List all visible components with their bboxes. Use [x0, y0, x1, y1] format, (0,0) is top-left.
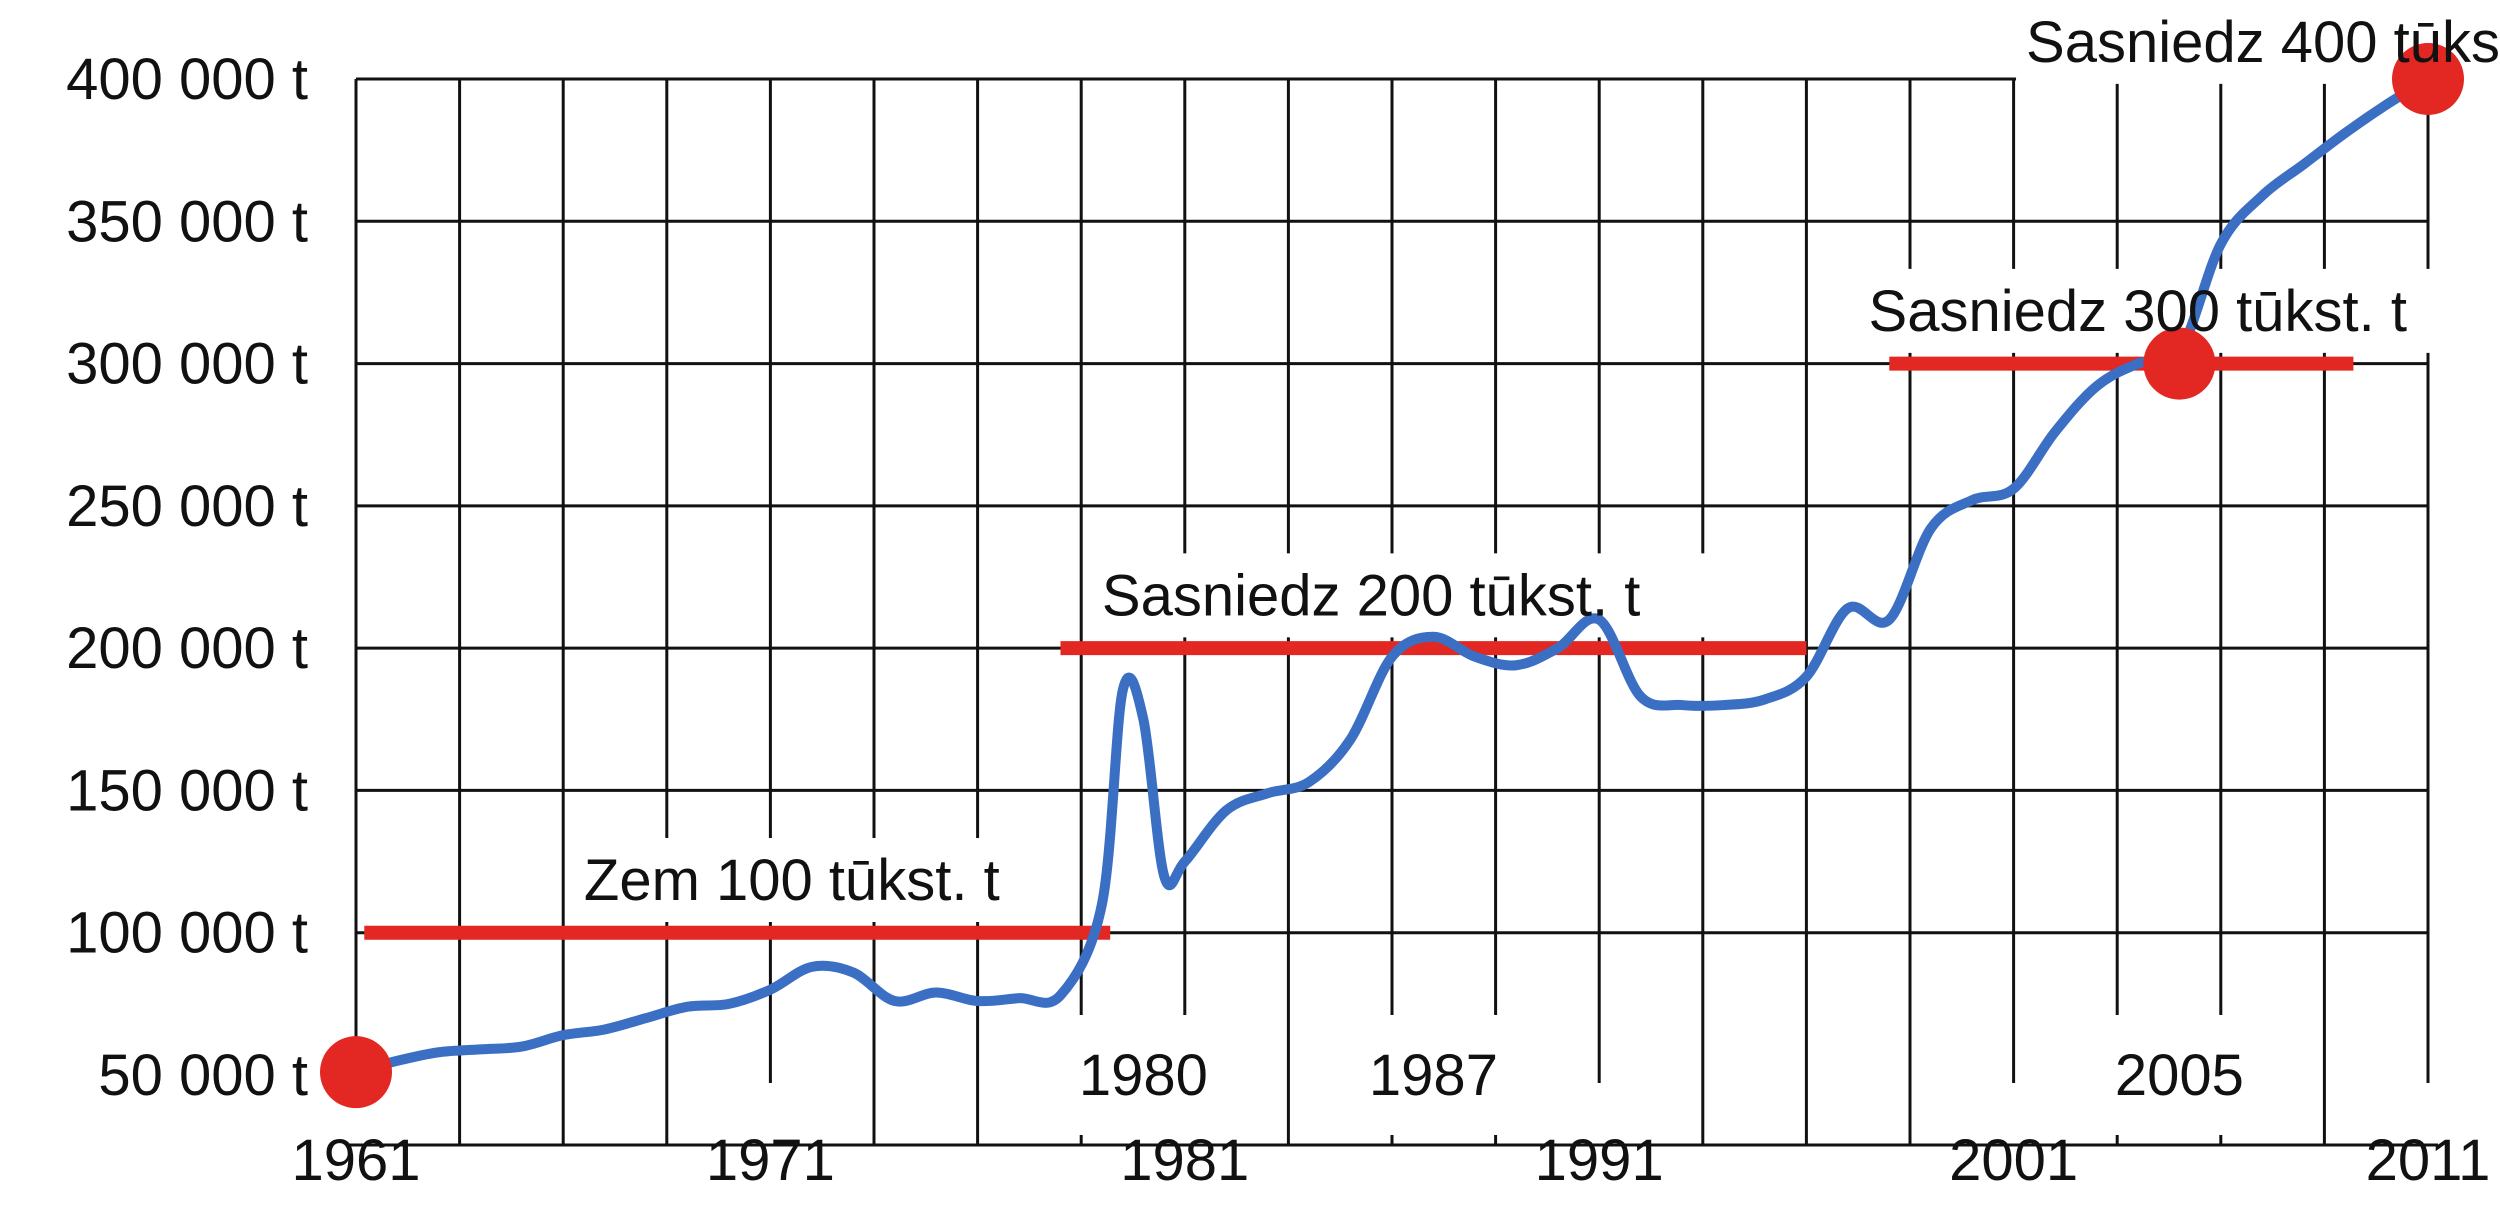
year-callout-label: 1987	[1369, 1043, 1498, 1108]
y-tick-label: 100 000 t	[66, 901, 308, 966]
markers	[320, 43, 2464, 1109]
x-tick-label: 1991	[1535, 1128, 1664, 1193]
y-tick-label: 200 000 t	[66, 616, 308, 681]
milestone-marker	[2392, 43, 2464, 115]
x-tick-label: 2011	[2366, 1128, 2491, 1193]
milestone-annotation: Zem 100 tūkst. t	[584, 848, 1000, 913]
milestone-marker	[320, 1036, 392, 1109]
y-tick-label: 400 000 t	[66, 47, 308, 112]
milestone-annotation: Sasniedz 300 tūkst. t	[1869, 279, 2407, 344]
threshold-lines	[364, 356, 2354, 940]
milestone-annotation: Sasniedz 400 tūkst. t	[2026, 10, 2500, 75]
x-tick-label: 1961	[291, 1128, 420, 1193]
y-tick-label: 300 000 t	[66, 332, 308, 397]
year-callout-label: 2005	[2115, 1043, 2244, 1108]
y-tick-labels: 50 000 t 100 000 t 150 000 t 200 000 t 250 0…	[66, 47, 308, 1108]
annotations: Zem 100 tūkst. t Sasniedz 200 tūkst. t Sas…	[584, 10, 2500, 913]
series-layer	[351, 74, 2433, 1078]
x-tick-label: 2001	[1949, 1128, 2078, 1193]
year-callout-label: 1980	[1079, 1043, 1208, 1108]
y-tick-label: 50 000 t	[98, 1043, 308, 1108]
year-callouts: 1980 1987 2005	[1079, 1043, 2244, 1108]
y-tick-label: 350 000 t	[66, 189, 308, 254]
y-tick-label: 250 000 t	[66, 474, 308, 539]
x-tick-label: 1971	[706, 1128, 835, 1193]
series-line	[351, 74, 2433, 1078]
milestone-marker	[2143, 327, 2216, 400]
milestone-annotation: Sasniedz 200 tūkst. t	[1102, 563, 1640, 628]
x-tick-labels: 1961 1971 1981 1991 2001 2011	[291, 1128, 2490, 1193]
x-tick-label: 1981	[1120, 1128, 1249, 1193]
y-tick-label: 150 000 t	[66, 758, 308, 823]
